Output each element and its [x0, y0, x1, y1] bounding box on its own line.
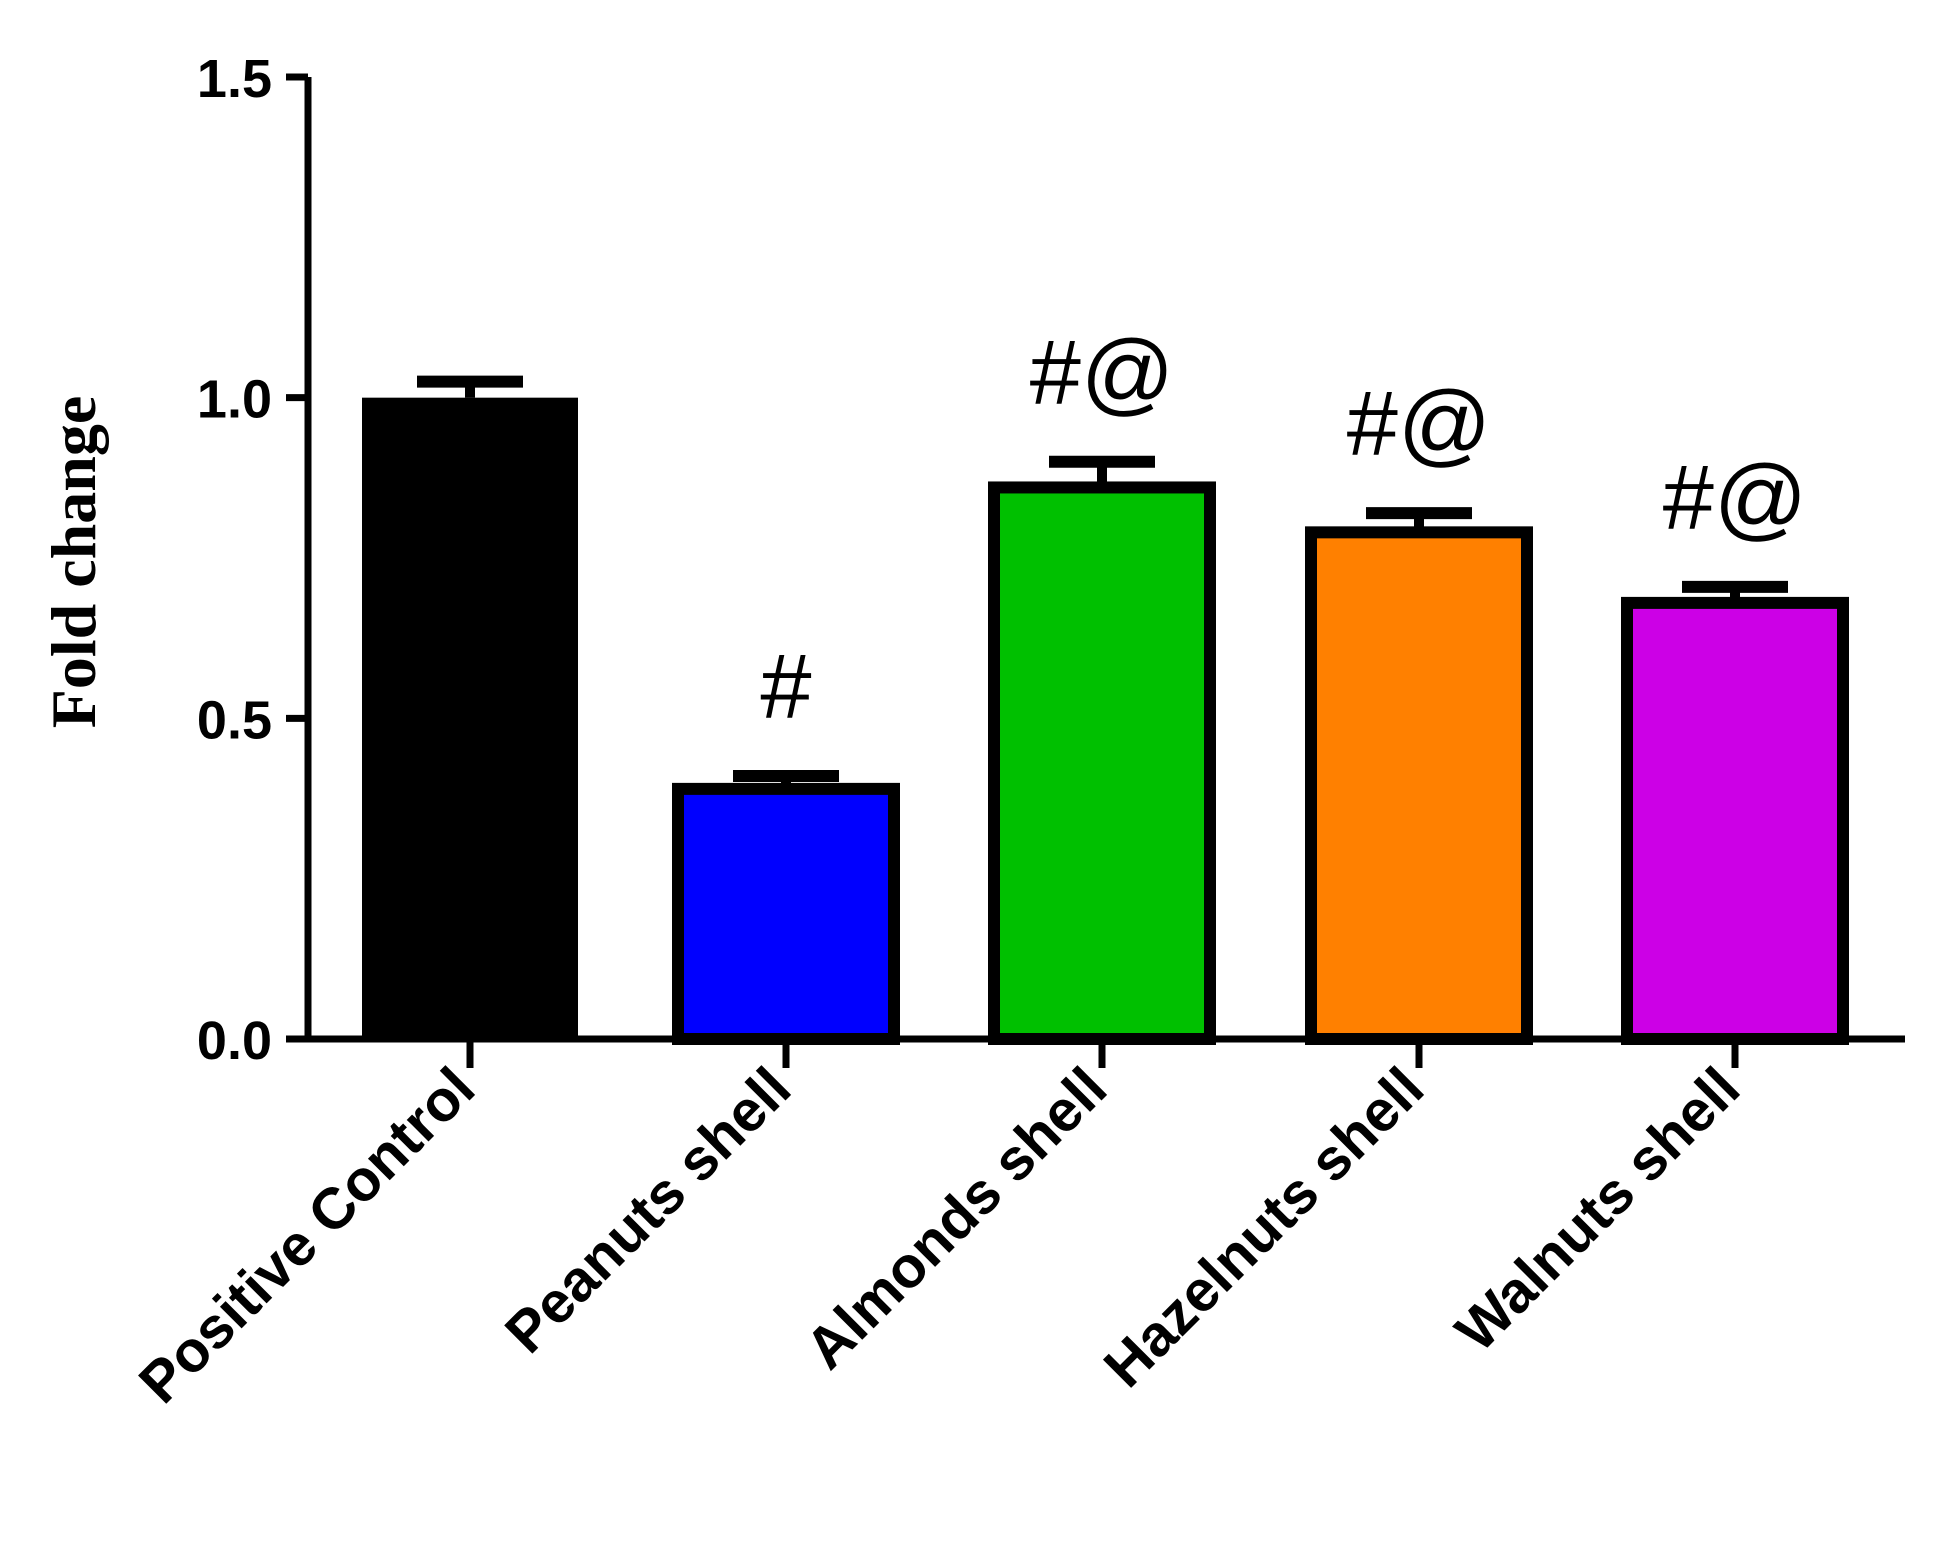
bar: [988, 481, 1216, 1046]
x-category-label: Almonds shell: [793, 1055, 1119, 1381]
bar: [362, 397, 578, 1040]
bar: [1621, 596, 1849, 1045]
x-category-label: Walnuts shell: [1443, 1055, 1752, 1364]
x-category-label: Positive Control: [127, 1055, 487, 1415]
bar: [1305, 526, 1533, 1045]
axes-layer: [286, 77, 1905, 1043]
bar: [672, 782, 900, 1045]
significance-label: #@: [1030, 322, 1175, 424]
significance-label: #: [760, 636, 811, 738]
x-category-label: Hazelnuts shell: [1092, 1055, 1437, 1400]
significance-label: #@: [1347, 373, 1492, 475]
x-category-label: Peanuts shell: [493, 1055, 803, 1365]
significance-label: #@: [1663, 447, 1808, 549]
y-tick-label: 1.5: [197, 49, 272, 109]
y-tick-label: 0.5: [197, 690, 272, 750]
y-tick-label: 0.0: [197, 1011, 272, 1071]
bars-layer: # #@ #@ #@: [362, 322, 1849, 1046]
y-tick-label: 1.0: [197, 370, 272, 430]
y-axis-title: Fold change: [38, 396, 109, 728]
